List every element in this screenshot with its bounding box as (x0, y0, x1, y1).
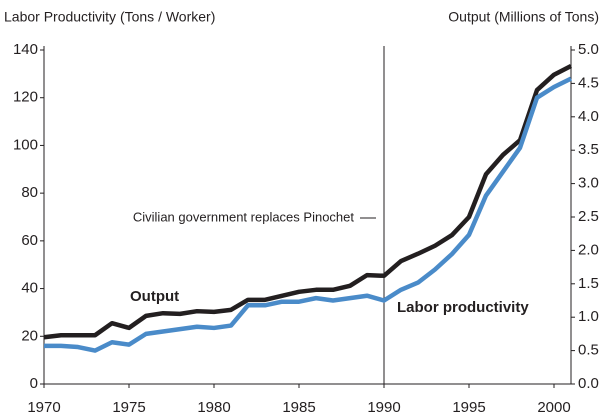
y2-tick-label: 4.5 (578, 74, 599, 91)
y-axis-title: Labor Productivity (Tons / Worker) (4, 9, 215, 25)
y-tick-label: 20 (21, 327, 38, 344)
y-tick-label: 100 (13, 136, 38, 153)
y-tick-label: 120 (13, 89, 38, 106)
y-tick-label: 80 (21, 184, 38, 201)
y2-tick-label: 5.0 (578, 41, 599, 58)
x-tick-label: 1970 (27, 399, 60, 416)
x-tick-label: 2000 (537, 399, 570, 416)
y-tick-label: 60 (21, 232, 38, 249)
x-tick-label: 1985 (282, 399, 315, 416)
y2-tick-label: 4.0 (578, 108, 599, 125)
y2-axis-title: Output (Millions of Tons) (448, 9, 599, 25)
y2-tick-label: 3.5 (578, 141, 599, 158)
y-tick-label: 140 (13, 41, 38, 58)
series-label: Labor productivity (397, 299, 529, 316)
series-line (43, 64, 573, 340)
y2-tick-label: 0.5 (578, 342, 599, 359)
x-tick-label: 1990 (367, 399, 400, 416)
x-tick-label: 1980 (197, 399, 230, 416)
y2-tick-label: 2.5 (578, 208, 599, 225)
annotation-text: Civilian government replaces Pinochet (133, 209, 355, 224)
y2-tick-label: 1.0 (578, 308, 599, 325)
y2-tick-label: 3.0 (578, 175, 599, 192)
y2-tick-label: 2.0 (578, 241, 599, 258)
series-label: Output (130, 288, 179, 305)
series-line (44, 76, 572, 353)
y-tick-label: 0 (30, 375, 38, 392)
y2-tick-label: 0.0 (578, 375, 599, 392)
x-tick-label: 1995 (452, 399, 485, 416)
x-tick-label: 1975 (112, 399, 145, 416)
y-tick-label: 40 (21, 280, 38, 297)
y2-tick-label: 1.5 (578, 275, 599, 292)
